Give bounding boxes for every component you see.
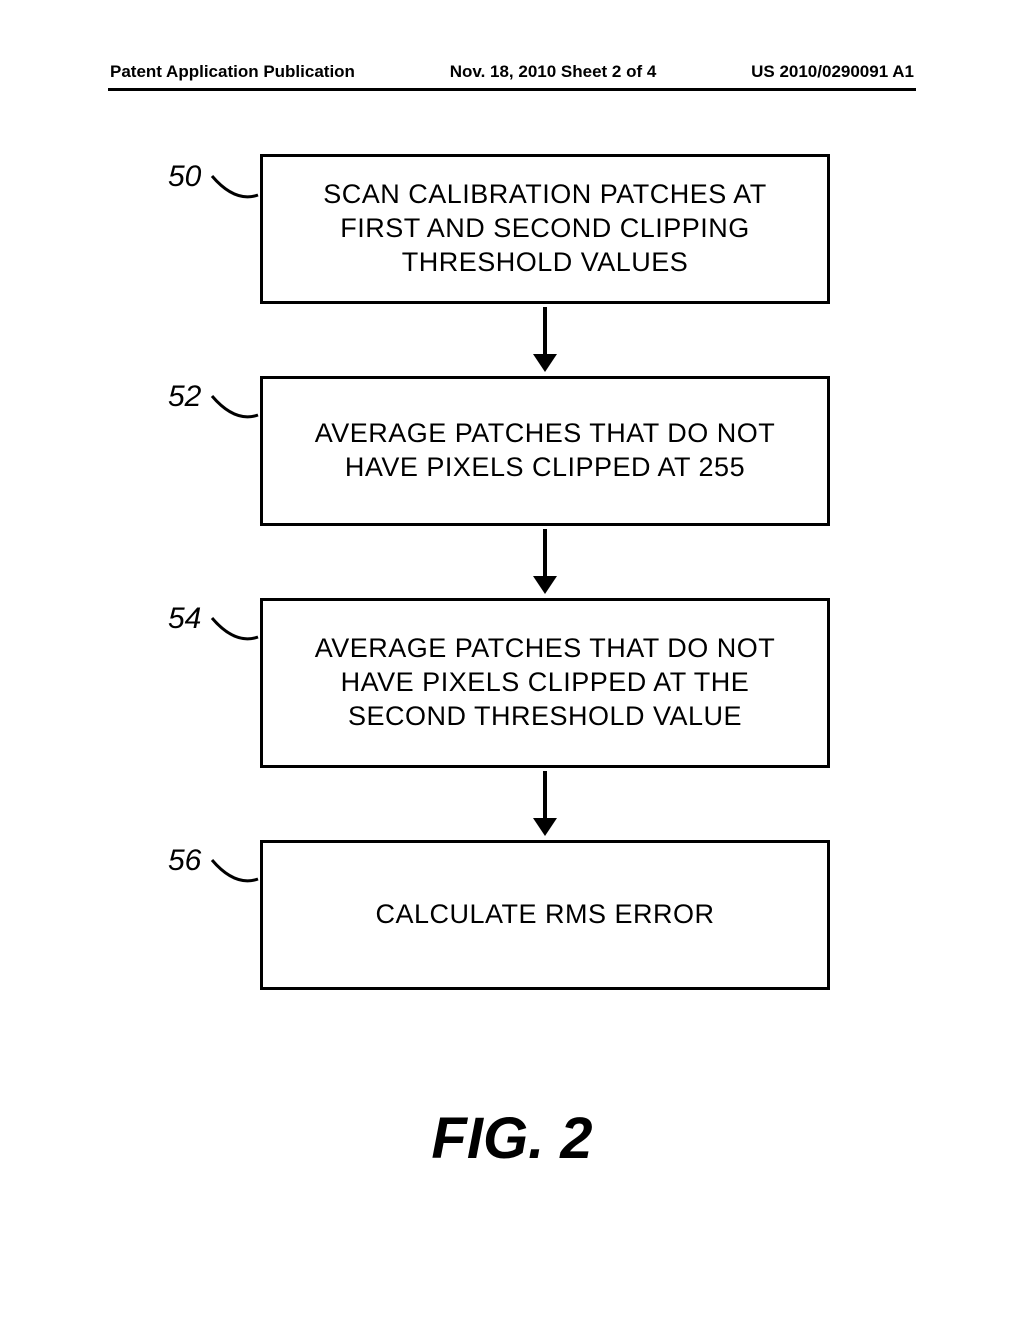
flow-box-text: AVERAGE PATCHES THAT DO NOTHAVE PIXELS C… [315,632,776,733]
flow-box: CALCULATE RMS ERROR [260,840,830,990]
flow-box-text: SCAN CALIBRATION PATCHES ATFIRST AND SEC… [323,178,767,279]
flow-box: SCAN CALIBRATION PATCHES ATFIRST AND SEC… [260,154,830,304]
flow-ref-label: 50 [168,160,201,194]
flow-box: AVERAGE PATCHES THAT DO NOTHAVE PIXELS C… [260,598,830,768]
flow-ref-label: 56 [168,844,201,878]
flow-box-text: CALCULATE RMS ERROR [375,898,714,932]
flow-box: AVERAGE PATCHES THAT DO NOTHAVE PIXELS C… [260,376,830,526]
figure-caption: FIG. 2 [0,1105,1024,1172]
page: Patent Application Publication Nov. 18, … [0,0,1024,1320]
flow-ref-label: 52 [168,380,201,414]
flow-ref-label: 54 [168,602,201,636]
flow-box-text: AVERAGE PATCHES THAT DO NOTHAVE PIXELS C… [315,417,776,485]
